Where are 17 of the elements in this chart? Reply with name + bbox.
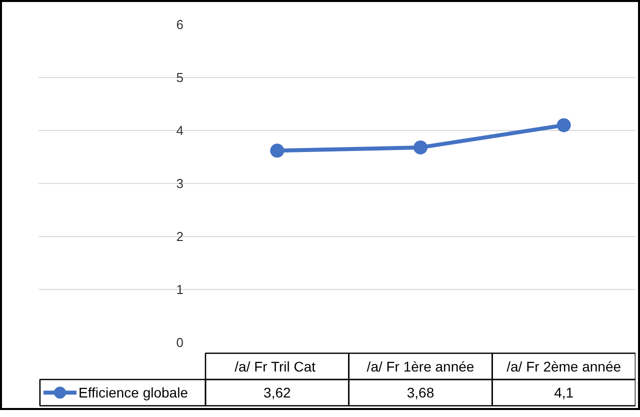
y-tick-label: 4 xyxy=(176,123,184,138)
x-tick-label: /a/ Fr Tril Cat xyxy=(234,358,316,374)
y-tick-label: 2 xyxy=(176,229,184,244)
y-tick-label: 0 xyxy=(176,335,184,350)
y-tick-label: 5 xyxy=(176,70,184,85)
point xyxy=(414,140,428,154)
data-label: 4,1 xyxy=(554,384,574,401)
point xyxy=(270,144,284,158)
y-tick-label: 6 xyxy=(176,17,184,32)
x-tick-label: /a/ Fr 2ème année xyxy=(506,358,622,374)
x-tick-label: /a/ Fr 1ère année xyxy=(366,358,474,374)
data-label: 3,68 xyxy=(406,384,434,401)
y-tick-label: 1 xyxy=(176,282,184,297)
legend-label: Efficience globale xyxy=(78,384,188,401)
data-label: 3,62 xyxy=(264,384,292,401)
y-tick-label: 3 xyxy=(176,176,184,191)
point xyxy=(556,118,571,132)
